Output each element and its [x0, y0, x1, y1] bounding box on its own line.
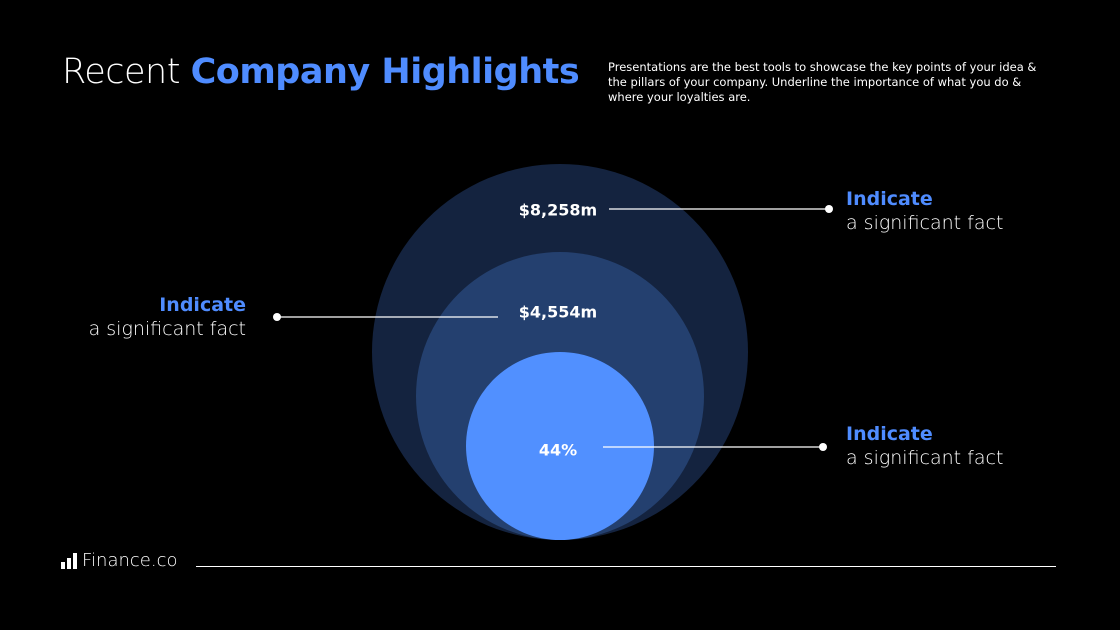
- middle-value: $4,554m: [518, 302, 598, 322]
- fact-text: a significant fact: [88, 318, 246, 340]
- title-accent: Company Highlights: [190, 52, 580, 92]
- fact-outer: Indicate a significant fact: [846, 187, 1003, 235]
- fact-inner: Indicate a significant fact: [846, 422, 1003, 470]
- fact-text: a significant fact: [846, 447, 1004, 469]
- bar-chart-icon: [61, 552, 77, 569]
- connector-dot-2: [273, 313, 281, 321]
- inner-circle: [466, 352, 654, 540]
- connector-dot-3: [819, 443, 827, 451]
- description: Presentations are the best tools to show…: [608, 60, 1037, 104]
- inner-value: 44%: [538, 440, 578, 460]
- page-title: Recent Company Highlights: [62, 52, 580, 92]
- fact-highlight: Indicate: [846, 423, 933, 445]
- fact-highlight: Indicate: [159, 294, 246, 316]
- footer-divider: [196, 566, 1056, 567]
- fact-middle: Indicate a significant fact: [89, 293, 246, 341]
- outer-value: $8,258m: [518, 200, 598, 220]
- brand-name: Finance.co: [82, 550, 178, 571]
- title-plain: Recent: [62, 52, 180, 92]
- connector-dot-1: [825, 205, 833, 213]
- fact-text: a significant fact: [846, 212, 1004, 234]
- fact-highlight: Indicate: [846, 188, 933, 210]
- brand-logo: Finance.co: [61, 550, 178, 571]
